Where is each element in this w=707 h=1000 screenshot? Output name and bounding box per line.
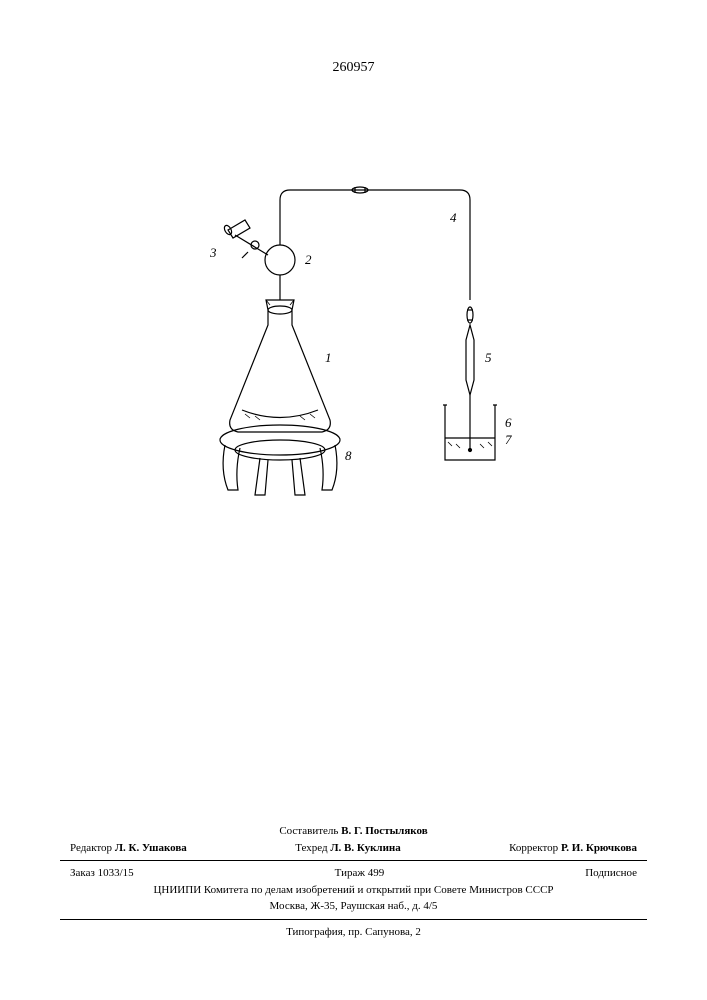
editor-line: Редактор Л. К. Ушакова <box>70 840 187 857</box>
label-3: 3 <box>210 245 217 261</box>
label-1: 1 <box>325 350 332 366</box>
typography-line: Типография, пр. Сапунова, 2 <box>60 924 647 941</box>
order-line: Заказ 1033/15 <box>70 865 134 882</box>
label-2: 2 <box>305 252 312 268</box>
label-6: 6 <box>505 415 512 431</box>
label-7: 7 <box>505 432 512 448</box>
signed-line: Подписное <box>585 865 637 882</box>
footer-block: Составитель В. Г. Постыляков Редактор Л.… <box>60 823 647 940</box>
corrector-line: Корректор Р. И. Крючкова <box>509 840 637 857</box>
page-number: 260957 <box>0 60 707 76</box>
tirage-line: Тираж 499 <box>335 865 385 882</box>
label-4: 4 <box>450 210 457 226</box>
label-8: 8 <box>345 448 352 464</box>
committee-line: ЦНИИПИ Комитета по делам изобретений и о… <box>60 882 647 899</box>
compiler-line: Составитель В. Г. Постыляков <box>279 823 427 840</box>
label-5: 5 <box>485 350 492 366</box>
apparatus-diagram: 1 2 3 4 5 6 7 8 <box>150 160 550 560</box>
techred-line: Техред Л. В. Куклина <box>295 840 401 857</box>
address-line: Москва, Ж-35, Раушская наб., д. 4/5 <box>60 898 647 915</box>
